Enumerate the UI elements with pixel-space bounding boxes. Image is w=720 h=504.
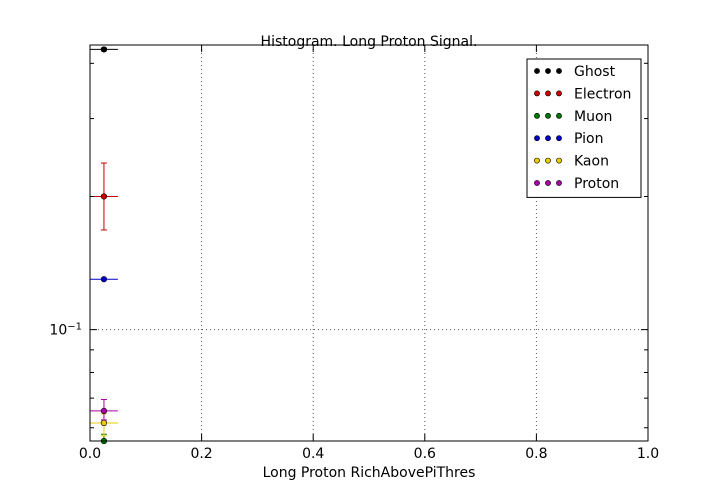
- legend-marker: [534, 180, 540, 186]
- legend-item-muon: Muon: [534, 109, 612, 125]
- legend-label: Proton: [574, 176, 619, 192]
- legend-marker: [556, 112, 562, 119]
- legend-marker: [556, 180, 562, 186]
- x-tick-label: 1.0: [637, 446, 659, 462]
- legend-marker: [534, 90, 540, 97]
- plot-frame: [89, 44, 649, 442]
- legend-marker: [556, 135, 562, 142]
- data-point: [100, 46, 108, 53]
- x-tick-label: 0.2: [190, 446, 212, 462]
- data-point: [100, 193, 108, 200]
- legend-label: Pion: [574, 131, 603, 147]
- legend-label: Ghost: [574, 64, 616, 80]
- legend-marker: [545, 90, 551, 97]
- x-tick-label: 0.6: [414, 446, 436, 462]
- x-tick-label: 0.4: [302, 446, 324, 462]
- legend-item-pion: Pion: [534, 131, 603, 147]
- legend-marker: [534, 112, 540, 119]
- series-pion: [90, 276, 118, 283]
- legend-item-kaon: Kaon: [534, 154, 609, 170]
- series-proton: [90, 399, 118, 421]
- legend-marker: [545, 68, 551, 74]
- legend-item-proton: Proton: [534, 176, 619, 192]
- legend-box: [526, 58, 642, 198]
- series-electron: [90, 162, 118, 231]
- legend-marker: [534, 68, 540, 74]
- legend-marker: [545, 135, 551, 142]
- data-marks: [90, 46, 118, 445]
- legend-item-ghost: Ghost: [534, 64, 616, 80]
- legend-marker: [556, 90, 562, 97]
- data-point: [100, 419, 108, 427]
- x-tick-label: 0.0: [79, 446, 101, 462]
- data-point: [100, 407, 108, 414]
- legend-item-electron: Electron: [534, 86, 631, 102]
- legend-marker: [556, 68, 562, 74]
- x-tick-label: 0.8: [525, 446, 547, 462]
- legend-marker: [545, 157, 551, 164]
- legend-marker: [545, 112, 551, 119]
- data-point: [100, 276, 108, 283]
- legend-marker: [534, 135, 540, 142]
- series-ghost: [90, 46, 118, 53]
- x-axis-label: Long Proton RichAbovePiThres: [263, 465, 476, 481]
- legend-marker: [534, 157, 540, 164]
- chart-title: Histogram. Long Proton Signal.: [261, 34, 478, 50]
- legend-marker: [545, 180, 551, 186]
- legend-marker: [556, 157, 562, 164]
- y-tick-label: 10−1: [49, 321, 82, 339]
- legend-label: Electron: [574, 86, 631, 102]
- legend: Ghost Electron Muon Pion Kaon Proton: [526, 58, 642, 198]
- grid: [90, 45, 648, 441]
- legend-label: Kaon: [574, 154, 609, 170]
- axis-ticks: 0.0 0.2 0.4 0.6 0.8 1.0 10−1: [49, 45, 659, 462]
- legend-label: Muon: [574, 109, 612, 125]
